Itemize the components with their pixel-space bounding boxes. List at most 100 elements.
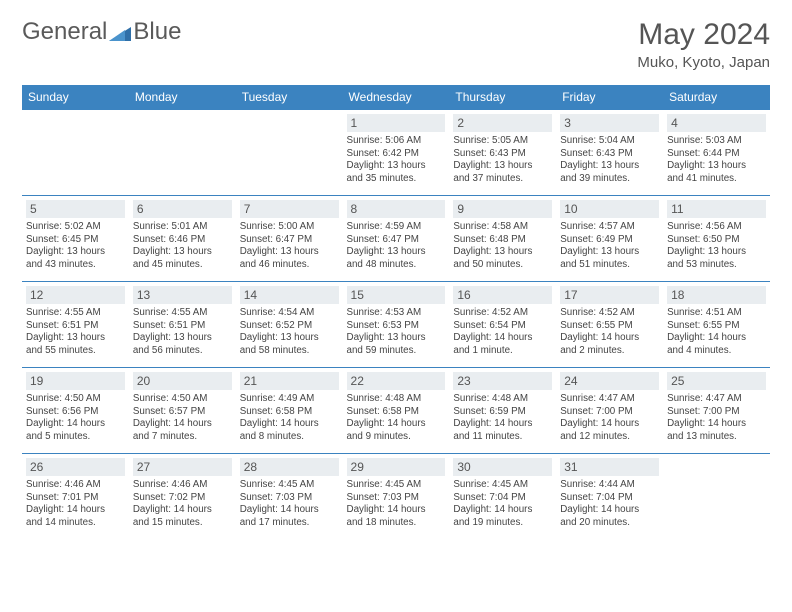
day-number: 9 [453, 200, 552, 218]
day-cell: 21 Sunrise: 4:49 AMSunset: 6:58 PMDayligh… [236, 368, 343, 454]
day-cell: 9 Sunrise: 4:58 AMSunset: 6:48 PMDaylight… [449, 196, 556, 282]
day-number: 8 [347, 200, 446, 218]
day-cell: 5 Sunrise: 5:02 AMSunset: 6:45 PMDaylight… [22, 196, 129, 282]
day-number: 1 [347, 114, 446, 132]
day-header: Tuesday [236, 85, 343, 110]
day-cell: 31Sunrise: 4:44 AMSunset: 7:04 PMDayligh… [556, 454, 663, 540]
day-cell: 19Sunrise: 4:50 AMSunset: 6:56 PMDayligh… [22, 368, 129, 454]
week-row: 19Sunrise: 4:50 AMSunset: 6:56 PMDayligh… [22, 368, 770, 454]
day-number: 13 [133, 286, 232, 304]
day-info: Sunrise: 4:54 AMSunset: 6:52 PMDaylight:… [240, 307, 339, 357]
day-info: Sunrise: 4:50 AMSunset: 6:57 PMDaylight:… [133, 393, 232, 443]
day-info: Sunrise: 4:52 AMSunset: 6:54 PMDaylight:… [453, 307, 552, 357]
calendar-table: SundayMondayTuesdayWednesdayThursdayFrid… [22, 85, 770, 540]
day-info: Sunrise: 5:01 AMSunset: 6:46 PMDaylight:… [133, 221, 232, 271]
day-cell: 15Sunrise: 4:53 AMSunset: 6:53 PMDayligh… [343, 282, 450, 368]
day-info: Sunrise: 4:46 AMSunset: 7:02 PMDaylight:… [133, 479, 232, 529]
day-info: Sunrise: 4:47 AMSunset: 7:00 PMDaylight:… [560, 393, 659, 443]
day-number: 26 [26, 458, 125, 476]
day-info: Sunrise: 5:02 AMSunset: 6:45 PMDaylight:… [26, 221, 125, 271]
day-number: 10 [560, 200, 659, 218]
day-info: Sunrise: 4:47 AMSunset: 7:00 PMDaylight:… [667, 393, 766, 443]
day-number: 11 [667, 200, 766, 218]
day-info: Sunrise: 4:49 AMSunset: 6:58 PMDaylight:… [240, 393, 339, 443]
day-header: Saturday [663, 85, 770, 110]
day-cell: 7Sunrise: 5:00 AMSunset: 6:47 PMDaylight… [236, 196, 343, 282]
day-number: 29 [347, 458, 446, 476]
day-number: 27 [133, 458, 232, 476]
day-cell: 23 Sunrise: 4:48 AMSunset: 6:59 PMDayligh… [449, 368, 556, 454]
day-info: Sunrise: 4:52 AMSunset: 6:55 PMDaylight:… [560, 307, 659, 357]
day-number: 25 [667, 372, 766, 390]
title-block: May 2024 Muko, Kyoto, Japan [637, 18, 770, 71]
month-title: May 2024 [637, 18, 770, 52]
day-number: 12 [26, 286, 125, 304]
day-cell: 12Sunrise: 4:55 AMSunset: 6:51 PMDayligh… [22, 282, 129, 368]
day-info: Sunrise: 4:48 AMSunset: 6:58 PMDaylight:… [347, 393, 446, 443]
day-number: 4 [667, 114, 766, 132]
day-cell: 25 Sunrise: 4:47 AMSunset: 7:00 PMDayligh… [663, 368, 770, 454]
day-header: Thursday [449, 85, 556, 110]
day-info: Sunrise: 4:51 AMSunset: 6:55 PMDaylight:… [667, 307, 766, 357]
header: General Blue May 2024 Muko, Kyoto, Japan [22, 18, 770, 71]
day-header: Monday [129, 85, 236, 110]
day-cell: 22Sunrise: 4:48 AMSunset: 6:58 PMDayligh… [343, 368, 450, 454]
day-info: Sunrise: 4:59 AMSunset: 6:47 PMDaylight:… [347, 221, 446, 271]
day-number: 18 [667, 286, 766, 304]
week-row: 12 Sunrise: 4:55 AMSunset: 6:51 PMDayligh… [22, 282, 770, 368]
day-cell: 2 Sunrise: 5:05 AMSunset: 6:43 PMDaylight… [449, 110, 556, 196]
day-info: Sunrise: 4:56 AMSunset: 6:50 PMDaylight:… [667, 221, 766, 271]
day-number: 28 [240, 458, 339, 476]
day-info: Sunrise: 4:44 AMSunset: 7:04 PMDaylight:… [560, 479, 659, 529]
day-cell: 30 Sunrise: 4:45 AMSunset: 7:04 PMDayligh… [449, 454, 556, 540]
day-cell: 28Sunrise: 4:45 AMSunset: 7:03 PMDayligh… [236, 454, 343, 540]
logo: General Blue [22, 18, 181, 46]
day-number: 24 [560, 372, 659, 390]
day-info: Sunrise: 5:03 AMSunset: 6:44 PMDaylight:… [667, 135, 766, 185]
day-number: 21 [240, 372, 339, 390]
day-number: 3 [560, 114, 659, 132]
day-cell [22, 110, 129, 196]
location: Muko, Kyoto, Japan [637, 54, 770, 71]
day-cell: 27 Sunrise: 4:46 AMSunset: 7:02 PMDayligh… [129, 454, 236, 540]
day-cell: 3 Sunrise: 5:04 AMSunset: 6:43 PMDaylight… [556, 110, 663, 196]
day-cell: 29 Sunrise: 4:45 AMSunset: 7:03 PMDayligh… [343, 454, 450, 540]
day-cell: 18 Sunrise: 4:51 AMSunset: 6:55 PMDayligh… [663, 282, 770, 368]
day-info: Sunrise: 4:45 AMSunset: 7:03 PMDaylight:… [347, 479, 446, 529]
calendar-body: 1 Sunrise: 5:06 AMSunset: 6:42 PMDaylight… [22, 110, 770, 540]
day-cell: 4 Sunrise: 5:03 AMSunset: 6:44 PMDaylight… [663, 110, 770, 196]
day-header: Sunday [22, 85, 129, 110]
week-row: 1 Sunrise: 5:06 AMSunset: 6:42 PMDaylight… [22, 110, 770, 196]
day-number: 23 [453, 372, 552, 390]
day-cell: 1 Sunrise: 5:06 AMSunset: 6:42 PMDaylight… [343, 110, 450, 196]
day-cell: 6 Sunrise: 5:01 AMSunset: 6:46 PMDaylight… [129, 196, 236, 282]
day-info: Sunrise: 4:46 AMSunset: 7:01 PMDaylight:… [26, 479, 125, 529]
day-cell: 17Sunrise: 4:52 AMSunset: 6:55 PMDayligh… [556, 282, 663, 368]
day-number: 30 [453, 458, 552, 476]
day-number: 6 [133, 200, 232, 218]
day-cell: 10 Sunrise: 4:57 AMSunset: 6:49 PMDayligh… [556, 196, 663, 282]
logo-triangle-icon [109, 23, 131, 41]
day-number: 5 [26, 200, 125, 218]
logo-general: General [22, 18, 107, 45]
day-number: 14 [240, 286, 339, 304]
day-cell: 24 Sunrise: 4:47 AMSunset: 7:00 PMDayligh… [556, 368, 663, 454]
day-number: 2 [453, 114, 552, 132]
day-info: Sunrise: 5:05 AMSunset: 6:43 PMDaylight:… [453, 135, 552, 185]
day-info: Sunrise: 4:57 AMSunset: 6:49 PMDaylight:… [560, 221, 659, 271]
day-cell: 26 Sunrise: 4:46 AMSunset: 7:01 PMDayligh… [22, 454, 129, 540]
day-header-row: SundayMondayTuesdayWednesdayThursdayFrid… [22, 85, 770, 110]
day-info: Sunrise: 4:48 AMSunset: 6:59 PMDaylight:… [453, 393, 552, 443]
day-info: Sunrise: 5:06 AMSunset: 6:42 PMDaylight:… [347, 135, 446, 185]
logo-text: General [22, 18, 107, 46]
day-info: Sunrise: 4:45 AMSunset: 7:04 PMDaylight:… [453, 479, 552, 529]
day-cell: 13 Sunrise: 4:55 AMSunset: 6:51 PMDayligh… [129, 282, 236, 368]
day-number: 16 [453, 286, 552, 304]
week-row: 5 Sunrise: 5:02 AMSunset: 6:45 PMDaylight… [22, 196, 770, 282]
day-header: Wednesday [343, 85, 450, 110]
day-info: Sunrise: 4:55 AMSunset: 6:51 PMDaylight:… [133, 307, 232, 357]
day-info: Sunrise: 4:50 AMSunset: 6:56 PMDaylight:… [26, 393, 125, 443]
day-info: Sunrise: 5:04 AMSunset: 6:43 PMDaylight:… [560, 135, 659, 185]
day-info: Sunrise: 4:58 AMSunset: 6:48 PMDaylight:… [453, 221, 552, 271]
day-cell: 20Sunrise: 4:50 AMSunset: 6:57 PMDayligh… [129, 368, 236, 454]
